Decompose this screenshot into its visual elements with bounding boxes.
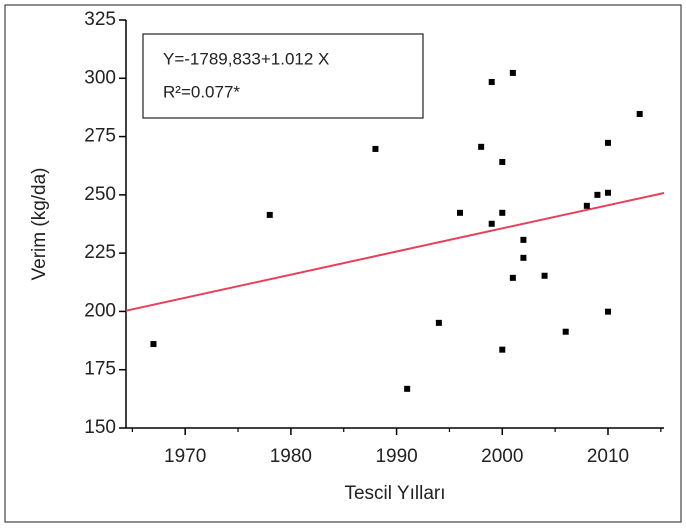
point [509, 274, 516, 281]
point [435, 319, 442, 326]
annotation-box [142, 33, 424, 119]
equation: Y=-1789,833+1.012 X [163, 49, 329, 68]
point [499, 346, 506, 353]
point [520, 236, 527, 243]
point [499, 158, 506, 165]
y-tick-label: 300 [84, 67, 116, 88]
point [150, 341, 157, 348]
x-tick-label: 2000 [481, 446, 523, 467]
y-tick-label: 250 [84, 184, 116, 205]
x-tick-label: 1980 [270, 446, 312, 467]
y-tick-label: 175 [84, 359, 116, 380]
x-tick-label: 1970 [164, 446, 206, 467]
y-tick-label: 200 [84, 300, 116, 321]
point [604, 139, 611, 146]
point [520, 254, 527, 261]
point [499, 209, 506, 216]
y-tick-label: 150 [84, 417, 116, 438]
point [372, 145, 379, 152]
point [562, 328, 569, 335]
point [604, 189, 611, 196]
x-tick-label: 2010 [587, 446, 629, 467]
point [266, 211, 273, 218]
y-tick-label: 325 [84, 9, 116, 30]
point [457, 209, 464, 216]
frame [4, 4, 682, 523]
x-tick-label: 1990 [375, 446, 417, 467]
point [488, 220, 495, 227]
point [509, 69, 516, 76]
point [594, 191, 601, 198]
point [636, 110, 643, 117]
fit-line [125, 192, 665, 312]
point [488, 79, 495, 86]
point [583, 202, 590, 209]
y-tick-label: 275 [84, 126, 116, 147]
r-squared: R²=0.077* [163, 82, 240, 101]
y-tick-label: 225 [84, 242, 116, 263]
y-axis-label: Verim (kg/da) [29, 168, 50, 281]
point [404, 385, 411, 392]
point [604, 308, 611, 315]
point [478, 143, 485, 150]
point [541, 272, 548, 279]
x-axis-label: Tescil Yılları [344, 483, 445, 504]
